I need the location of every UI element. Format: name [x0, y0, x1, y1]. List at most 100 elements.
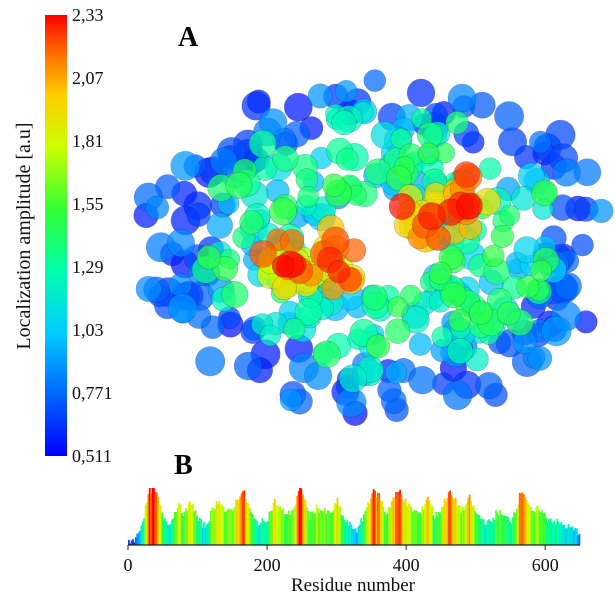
profile-bar — [162, 519, 165, 545]
colorbar-title: Localization amplitude [a.u] — [13, 122, 35, 349]
bead — [268, 197, 297, 226]
x-tick-label: 400 — [393, 555, 420, 575]
profile-bar — [322, 510, 325, 545]
profile-bar — [470, 501, 472, 545]
profile-bar — [210, 510, 212, 545]
bead — [279, 388, 303, 412]
profile-bar — [520, 493, 522, 545]
profile-bar — [488, 519, 490, 545]
profile-bar — [357, 526, 360, 545]
profile-bar — [343, 519, 346, 545]
profile-bar — [329, 512, 332, 545]
profile-bar — [141, 521, 144, 545]
profile-bar — [222, 506, 225, 545]
profile-bar — [249, 507, 251, 545]
bead — [186, 202, 211, 227]
profile-bar — [301, 494, 304, 545]
bead — [387, 296, 409, 318]
bead — [478, 157, 502, 180]
profile-bar — [294, 504, 297, 545]
profile-bar — [276, 504, 279, 545]
profile-bar — [492, 517, 495, 545]
profile-bar — [548, 519, 550, 545]
profile-bar — [568, 527, 571, 545]
profile-bar — [283, 514, 286, 545]
profile-bar — [331, 512, 333, 545]
profile-bar — [258, 524, 261, 545]
profile-bar — [129, 543, 132, 545]
profile-bar — [546, 521, 549, 545]
profile-bar — [207, 523, 210, 545]
profile-bar — [353, 529, 356, 545]
bead-structure — [133, 69, 614, 426]
bead — [361, 284, 388, 311]
bead — [195, 346, 226, 377]
bead — [297, 185, 320, 208]
profile-bar — [201, 527, 204, 545]
profile-bar — [264, 522, 267, 545]
profile-bar — [285, 514, 287, 545]
profile-bar — [553, 520, 556, 545]
bead — [334, 80, 358, 103]
profile-bar — [403, 501, 406, 545]
profile-bar — [376, 492, 379, 545]
profile-bar — [154, 492, 157, 545]
profile-bar — [575, 528, 578, 545]
profile-bar — [153, 488, 155, 545]
profile-bar — [254, 519, 257, 545]
profile-bar — [344, 522, 347, 545]
profile-bar — [535, 506, 538, 545]
profile-bar — [185, 508, 187, 545]
profile-bar — [534, 512, 536, 545]
profile-bar — [136, 533, 139, 545]
profile-bar — [242, 491, 244, 545]
profile-bar — [239, 496, 242, 545]
bead — [516, 275, 540, 299]
profile-bar — [431, 506, 433, 545]
x-tick-label: 600 — [532, 555, 559, 575]
profile-bar — [450, 495, 453, 545]
profile-bar — [255, 520, 258, 545]
profile-bar — [463, 510, 465, 545]
profile-bar — [237, 499, 240, 545]
profile-bar — [226, 509, 229, 545]
profile-bar — [287, 510, 290, 545]
profile-bar — [400, 494, 403, 545]
profile-bar — [578, 533, 581, 545]
profile-bar — [250, 512, 253, 545]
profile-bar — [187, 503, 190, 545]
profile-bar — [146, 502, 148, 545]
profile-bar — [319, 509, 322, 545]
profile-bar — [554, 524, 557, 545]
profile-bar — [532, 510, 535, 545]
profile-bar — [139, 530, 141, 545]
bead — [447, 308, 471, 332]
profile-bar — [168, 525, 171, 545]
profile-bar — [346, 519, 349, 545]
profile-bar — [186, 510, 189, 545]
profile-bar — [438, 511, 440, 545]
profile-bar — [150, 493, 153, 545]
bead — [167, 293, 198, 324]
profile-bar — [471, 506, 474, 545]
profile-bar — [570, 527, 573, 545]
profile-bar — [290, 510, 293, 545]
bead — [331, 109, 357, 136]
profile-bar — [408, 504, 411, 545]
profile-bar — [406, 506, 408, 545]
profile-bar — [358, 524, 361, 545]
profile-bar — [454, 497, 457, 545]
profile-bar — [164, 518, 166, 545]
bead — [239, 210, 264, 235]
bead — [529, 130, 552, 154]
profile-bar — [522, 494, 525, 545]
profile-bar — [564, 528, 567, 545]
profile-bar — [472, 505, 475, 545]
profile-bar — [278, 507, 280, 545]
profile-bar — [478, 515, 481, 545]
bead — [249, 240, 277, 268]
profile-bar — [422, 509, 425, 545]
profile-bar — [506, 516, 509, 545]
profile-bar — [531, 510, 534, 545]
bead — [494, 101, 525, 132]
